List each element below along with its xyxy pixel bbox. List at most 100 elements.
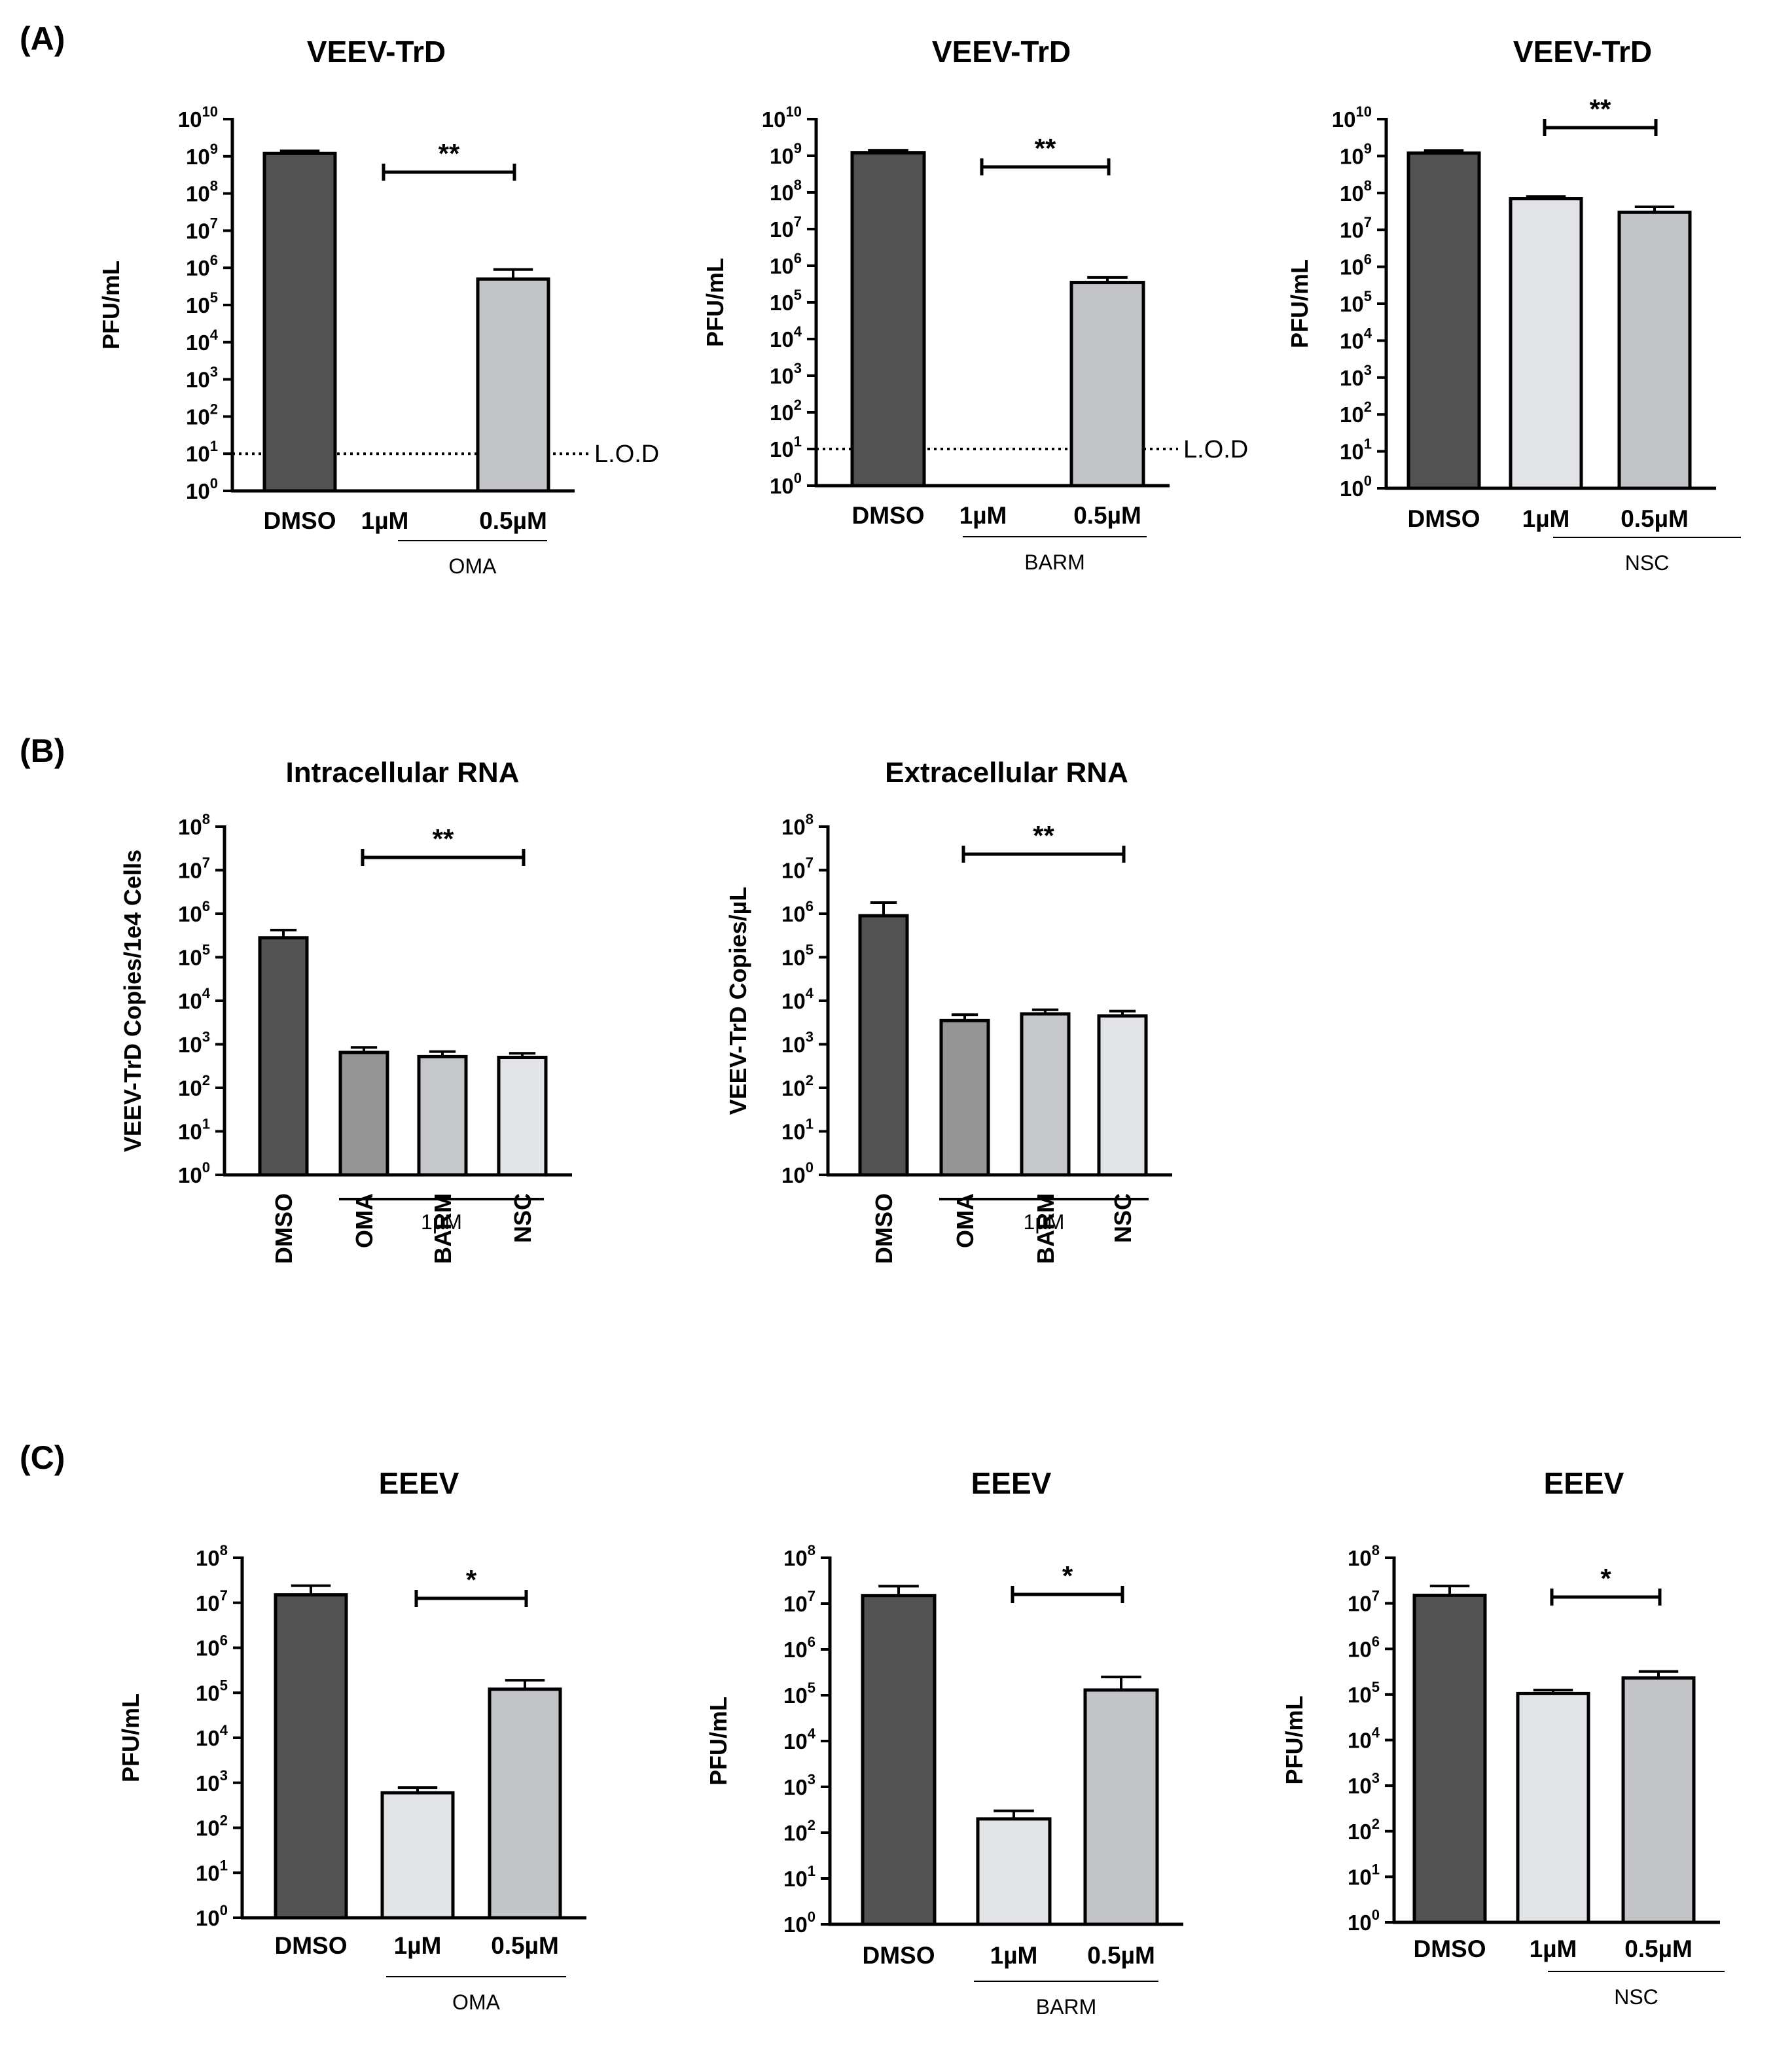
y-tick-label: 1010: [178, 103, 218, 132]
panel-label-c: (C): [20, 1439, 65, 1476]
y-tick-label: 106: [1340, 251, 1372, 279]
chart-title: Intracellular RNA: [286, 757, 520, 789]
bar-1: [1509, 197, 1583, 490]
category-label: DMSO: [863, 1942, 935, 1969]
y-tick-label: 105: [783, 1680, 815, 1708]
chart-title: VEEV-TrD: [932, 35, 1071, 69]
category-label: 0.5µM: [1624, 1935, 1693, 1962]
bar-2: [476, 277, 550, 493]
bar-2: [1617, 210, 1692, 490]
bar-2: [1621, 1676, 1696, 1924]
y-tick-label: 107: [770, 213, 802, 242]
category-label: 1µM: [1522, 505, 1570, 532]
significance-label: **: [439, 138, 460, 169]
y-tick-label: 107: [1340, 214, 1372, 242]
y-axis-label: PFU/mL: [1281, 1695, 1308, 1784]
y-tick-label: 107: [781, 855, 814, 883]
chart-title: EEEV: [971, 1466, 1052, 1500]
bar-2: [488, 1687, 562, 1920]
y-tick-label: 104: [178, 985, 211, 1013]
bar-0: [262, 151, 337, 493]
y-axis-label: PFU/mL: [117, 1693, 144, 1782]
y-tick-label: 106: [781, 898, 814, 926]
category-label: 1µM: [361, 507, 409, 534]
y-tick-label: 103: [1348, 1770, 1380, 1798]
y-tick-label: 109: [1340, 140, 1372, 168]
chart-title: Extracellular RNA: [885, 757, 1128, 789]
bar-2: [1069, 281, 1145, 488]
group-label: BARM: [1024, 550, 1084, 574]
y-axis-label: PFU/mL: [98, 261, 124, 350]
y-tick-label: 100: [186, 475, 218, 503]
y-tick-label: 100: [1348, 1907, 1380, 1935]
significance-label: **: [433, 823, 454, 854]
y-tick-label: 109: [770, 140, 802, 168]
bar-0: [1412, 1593, 1487, 1924]
y-tick-label: 101: [186, 438, 218, 466]
bar-0: [858, 914, 909, 1177]
y-axis-label: VEEV-TrD Copies/µL: [725, 887, 751, 1115]
y-tick-label: 106: [783, 1634, 815, 1662]
category-label: DMSO: [870, 1193, 897, 1264]
category-label: DMSO: [1414, 1935, 1486, 1962]
bar-2: [417, 1054, 468, 1177]
significance-label: *: [1600, 1563, 1611, 1594]
significance-label: **: [1033, 820, 1054, 851]
group-label: OMA: [452, 1990, 501, 2014]
y-tick-label: 105: [1348, 1679, 1380, 1707]
y-tick-label: 103: [1340, 362, 1372, 390]
bar-0: [274, 1593, 348, 1920]
y-tick-label: 106: [1348, 1633, 1380, 1661]
bar-0: [861, 1594, 937, 1926]
y-tick-label: 107: [783, 1588, 815, 1616]
y-tick-label: 105: [186, 289, 218, 317]
y-tick-label: 102: [781, 1072, 814, 1100]
bar-0: [258, 936, 309, 1177]
y-tick-label: 103: [770, 360, 802, 388]
y-tick-label: 102: [186, 401, 218, 429]
chart-b1: Intracellular RNA VEEV-TrD Copies/1e4 Cel…: [119, 757, 572, 1264]
y-tick-label: 102: [783, 1817, 815, 1845]
y-tick-label: 103: [783, 1771, 815, 1799]
chart-c1: EEEV PFU/mL 100 101 102 103 104 105 106 107 108 DMS…: [117, 1466, 586, 2014]
significance-label: **: [1035, 133, 1056, 164]
chart-title: VEEV-TrD: [1513, 35, 1652, 69]
category-label: BARM: [429, 1193, 456, 1264]
panel-label-a: (A): [20, 20, 65, 57]
y-tick-label: 108: [783, 1542, 815, 1570]
chart-a1: VEEV-TrD PFU/mL 100 101 102 103 104 105 106 107 10…: [98, 35, 659, 578]
y-tick-label: 106: [186, 252, 218, 280]
group-label: OMA: [449, 554, 497, 578]
y-tick-label: 104: [1348, 1725, 1380, 1753]
lod-label: L.O.D: [1183, 436, 1248, 463]
y-tick-label: 105: [196, 1677, 228, 1705]
y-tick-label: 106: [770, 250, 802, 278]
category-label: 1µM: [1530, 1935, 1577, 1962]
group-label: NSC: [1625, 551, 1670, 575]
y-tick-label: 102: [196, 1812, 228, 1841]
chart-title: VEEV-TrD: [307, 35, 446, 69]
chart-c2: EEEV PFU/mL 100 101 102 103 104 105 106 107 108 DMS…: [705, 1466, 1183, 2019]
y-tick-label: 109: [186, 141, 218, 169]
y-tick-label: 103: [196, 1767, 228, 1795]
bar-1: [1516, 1691, 1590, 1924]
y-tick-label: 108: [1340, 177, 1372, 206]
y-tick-label: 108: [770, 177, 802, 205]
y-tick-label: 107: [178, 855, 210, 883]
bar-0: [850, 151, 926, 488]
category-label: BARM: [1032, 1193, 1059, 1264]
y-tick-label: 104: [186, 327, 219, 355]
lod-label: L.O.D: [594, 440, 659, 468]
y-axis-label: PFU/mL: [702, 258, 728, 347]
chart-c3: EEEV PFU/mL 100 101 102 103 104 105 106 107 108 DMS…: [1281, 1466, 1725, 2009]
y-tick-label: 104: [1340, 325, 1372, 353]
y-tick-label: 107: [186, 215, 218, 243]
chart-title: EEEV: [379, 1466, 459, 1500]
y-tick-label: 104: [770, 323, 802, 351]
category-label: 0.5µM: [479, 507, 547, 534]
y-axis-label: VEEV-TrD Copies/1e4 Cells: [119, 850, 146, 1152]
group-label: 1µM: [421, 1210, 462, 1234]
category-label: DMSO: [264, 507, 336, 534]
y-tick-label: 101: [781, 1116, 814, 1144]
category-label: OMA: [952, 1193, 978, 1248]
